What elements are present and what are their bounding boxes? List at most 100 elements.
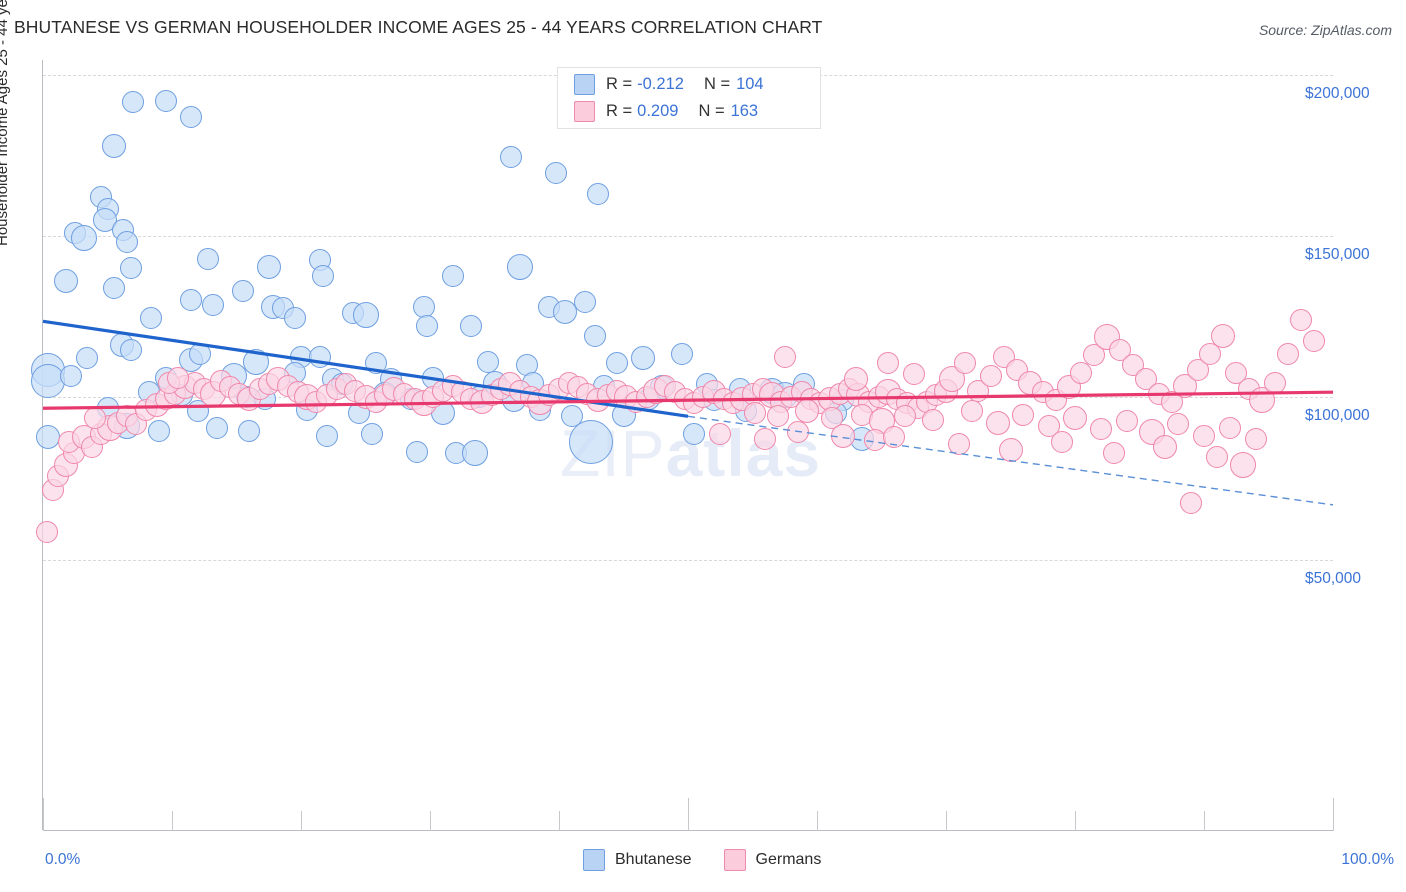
- data-point-bhutanese[interactable]: [683, 423, 706, 446]
- data-point-bhutanese[interactable]: [256, 254, 281, 279]
- data-point-bhutanese[interactable]: [406, 440, 429, 463]
- y-axis-tick-label: $150,000: [1305, 246, 1370, 263]
- data-point-germans[interactable]: [709, 423, 732, 446]
- data-point-bhutanese[interactable]: [197, 247, 220, 270]
- data-point-bhutanese[interactable]: [180, 289, 203, 312]
- data-point-germans[interactable]: [1063, 405, 1087, 430]
- data-point-germans[interactable]: [1089, 418, 1112, 441]
- data-point-bhutanese[interactable]: [507, 253, 534, 280]
- data-point-bhutanese[interactable]: [122, 91, 145, 114]
- data-point-bhutanese[interactable]: [102, 276, 125, 299]
- data-point-germans[interactable]: [1218, 416, 1241, 439]
- data-point-germans[interactable]: [1115, 410, 1138, 433]
- data-point-bhutanese[interactable]: [101, 133, 126, 158]
- data-point-germans[interactable]: [902, 363, 925, 386]
- data-point-bhutanese[interactable]: [500, 146, 523, 169]
- data-point-bhutanese[interactable]: [206, 416, 229, 439]
- data-point-bhutanese[interactable]: [119, 257, 142, 280]
- data-point-bhutanese[interactable]: [569, 420, 614, 465]
- data-point-germans[interactable]: [883, 426, 906, 449]
- data-point-bhutanese[interactable]: [154, 89, 177, 112]
- data-point-bhutanese[interactable]: [573, 291, 596, 313]
- data-point-germans[interactable]: [167, 366, 190, 389]
- data-point-bhutanese[interactable]: [180, 105, 203, 128]
- data-point-germans[interactable]: [1302, 329, 1325, 352]
- data-point-bhutanese[interactable]: [148, 419, 171, 442]
- data-point-germans[interactable]: [1244, 427, 1267, 450]
- data-point-germans[interactable]: [35, 521, 58, 544]
- data-point-germans[interactable]: [1289, 308, 1312, 331]
- data-point-germans[interactable]: [1180, 492, 1203, 515]
- data-point-germans[interactable]: [1229, 451, 1256, 478]
- data-point-bhutanese[interactable]: [75, 347, 98, 370]
- data-point-germans[interactable]: [1012, 403, 1035, 426]
- data-point-bhutanese[interactable]: [140, 307, 163, 330]
- data-point-germans[interactable]: [954, 352, 977, 375]
- data-point-germans[interactable]: [1276, 342, 1299, 365]
- data-point-germans[interactable]: [876, 352, 899, 375]
- data-point-bhutanese[interactable]: [584, 324, 607, 347]
- data-point-germans[interactable]: [1205, 445, 1228, 468]
- data-point-bhutanese[interactable]: [283, 307, 306, 330]
- data-point-bhutanese[interactable]: [460, 315, 483, 338]
- data-point-bhutanese[interactable]: [315, 424, 338, 447]
- data-point-germans[interactable]: [1193, 424, 1215, 447]
- data-point-bhutanese[interactable]: [360, 423, 383, 446]
- data-point-germans[interactable]: [843, 367, 868, 392]
- data-point-bhutanese[interactable]: [242, 348, 269, 375]
- data-point-bhutanese[interactable]: [311, 265, 334, 288]
- data-point-germans[interactable]: [922, 408, 945, 431]
- data-point-germans[interactable]: [1051, 431, 1074, 454]
- data-point-germans[interactable]: [947, 432, 970, 455]
- data-point-germans[interactable]: [1102, 442, 1125, 465]
- data-point-bhutanese[interactable]: [36, 425, 61, 450]
- data-point-germans[interactable]: [786, 421, 809, 444]
- data-point-bhutanese[interactable]: [60, 365, 83, 388]
- data-point-bhutanese[interactable]: [670, 342, 693, 365]
- data-point-germans[interactable]: [794, 399, 819, 424]
- data-point-bhutanese[interactable]: [71, 224, 98, 251]
- legend-item-germans[interactable]: Germans: [723, 849, 821, 871]
- data-point-bhutanese[interactable]: [477, 350, 500, 373]
- data-point-bhutanese[interactable]: [553, 299, 578, 324]
- data-point-bhutanese[interactable]: [462, 440, 489, 467]
- data-point-germans[interactable]: [893, 405, 916, 428]
- data-point-bhutanese[interactable]: [54, 269, 79, 294]
- data-point-germans[interactable]: [1263, 371, 1286, 394]
- data-point-germans[interactable]: [773, 345, 796, 368]
- data-point-bhutanese[interactable]: [31, 363, 66, 398]
- data-point-bhutanese[interactable]: [416, 315, 439, 338]
- data-point-bhutanese[interactable]: [630, 346, 655, 371]
- data-point-germans[interactable]: [1186, 358, 1209, 381]
- data-point-germans[interactable]: [1199, 342, 1222, 365]
- data-point-bhutanese[interactable]: [238, 419, 261, 442]
- data-point-germans[interactable]: [985, 410, 1010, 435]
- data-point-germans[interactable]: [754, 427, 777, 450]
- data-point-bhutanese[interactable]: [606, 352, 629, 375]
- data-point-germans[interactable]: [1211, 323, 1236, 348]
- data-point-bhutanese[interactable]: [231, 279, 254, 302]
- data-point-bhutanese[interactable]: [586, 183, 609, 206]
- data-point-germans[interactable]: [83, 406, 106, 429]
- data-point-bhutanese[interactable]: [545, 162, 568, 185]
- data-point-bhutanese[interactable]: [189, 342, 212, 365]
- data-point-germans[interactable]: [744, 402, 767, 425]
- data-point-germans[interactable]: [980, 365, 1003, 388]
- data-point-germans[interactable]: [830, 423, 855, 448]
- data-point-germans[interactable]: [1083, 344, 1106, 367]
- data-point-germans[interactable]: [1070, 361, 1093, 384]
- data-point-germans[interactable]: [1167, 413, 1190, 436]
- data-point-bhutanese[interactable]: [119, 339, 142, 362]
- legend-item-bhutanese[interactable]: Bhutanese: [583, 849, 692, 871]
- data-point-bhutanese[interactable]: [442, 265, 465, 288]
- data-point-bhutanese[interactable]: [202, 294, 225, 317]
- data-point-bhutanese[interactable]: [115, 231, 138, 254]
- data-point-germans[interactable]: [960, 400, 983, 423]
- data-point-germans[interactable]: [1225, 361, 1248, 384]
- data-point-bhutanese[interactable]: [309, 345, 332, 368]
- data-point-germans[interactable]: [767, 405, 790, 428]
- data-point-germans[interactable]: [998, 438, 1023, 463]
- data-point-germans[interactable]: [1153, 434, 1178, 459]
- data-point-bhutanese[interactable]: [352, 301, 379, 328]
